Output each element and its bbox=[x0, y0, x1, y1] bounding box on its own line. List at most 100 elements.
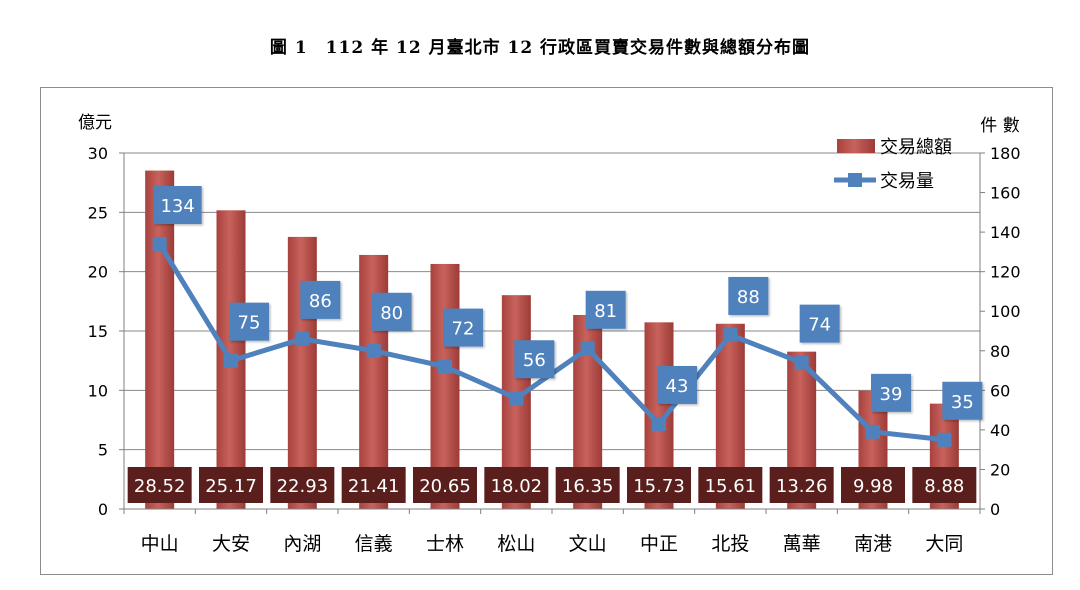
y2-tick-label: 160 bbox=[990, 184, 1021, 203]
x-tick-label: 南港 bbox=[854, 533, 892, 555]
bar-value-label: 9.98 bbox=[841, 467, 905, 503]
line-marker-南港 bbox=[866, 424, 880, 439]
svg-text:80: 80 bbox=[380, 303, 403, 324]
bar-value-label: 22.93 bbox=[270, 467, 335, 503]
line-marker-大安 bbox=[224, 353, 238, 368]
line-value-label: 81 bbox=[585, 290, 626, 329]
x-tick-label: 大同 bbox=[925, 533, 963, 555]
line-marker-中正 bbox=[652, 416, 666, 431]
bar-value-label: 15.61 bbox=[698, 467, 763, 503]
x-tick-label: 中山 bbox=[141, 533, 179, 555]
y2-axis-title: 件 數 bbox=[980, 116, 1019, 136]
svg-text:22.93: 22.93 bbox=[277, 476, 329, 497]
chart-frame bbox=[40, 87, 1053, 575]
svg-text:74: 74 bbox=[808, 315, 831, 336]
y-tick-label: 5 bbox=[98, 441, 108, 460]
svg-text:28.52: 28.52 bbox=[134, 476, 186, 497]
legend-item-交易總額: 交易總額 bbox=[837, 137, 952, 158]
svg-text:8.88: 8.88 bbox=[924, 476, 964, 497]
y2-tick-label: 80 bbox=[990, 342, 1010, 361]
y-tick-label: 20 bbox=[88, 263, 108, 282]
svg-text:39: 39 bbox=[880, 384, 903, 405]
bar-value-label: 18.02 bbox=[484, 467, 549, 503]
line-value-label: 75 bbox=[229, 302, 269, 341]
y-tick-label: 15 bbox=[88, 322, 108, 341]
gridlines bbox=[124, 152, 980, 451]
bar-value-label: 16.35 bbox=[555, 467, 620, 503]
line-value-label: 39 bbox=[871, 373, 911, 412]
x-tick-label: 松山 bbox=[497, 533, 535, 555]
y2-tick-label: 140 bbox=[990, 223, 1021, 242]
bar-中山 bbox=[145, 170, 175, 509]
svg-text:18.02: 18.02 bbox=[491, 476, 543, 497]
svg-text:43: 43 bbox=[666, 376, 689, 397]
y2-tick-label: 100 bbox=[990, 302, 1021, 321]
line-marker-文山 bbox=[580, 341, 595, 356]
svg-text:16.35: 16.35 bbox=[562, 476, 614, 497]
line-marker-萬華 bbox=[794, 355, 809, 370]
y-tick-label: 0 bbox=[98, 500, 108, 519]
y2-tick-label: 180 bbox=[990, 144, 1021, 163]
line-value-label: 56 bbox=[514, 340, 555, 379]
bar-value-label: 25.17 bbox=[199, 467, 263, 503]
line-marker-信義 bbox=[366, 343, 381, 358]
line-marker-松山 bbox=[509, 391, 524, 406]
y2-tick-label: 0 bbox=[990, 500, 1000, 519]
svg-text:15.61: 15.61 bbox=[705, 476, 757, 497]
bar-value-label: 20.65 bbox=[413, 467, 477, 503]
line-value-label: 134 bbox=[153, 185, 202, 224]
line-marker-士林 bbox=[438, 359, 452, 374]
figure-title: 圖 1 112 年 12 月臺北市 12 行政區買賣交易件數與總額分布圖 bbox=[269, 38, 811, 58]
svg-text:86: 86 bbox=[309, 291, 332, 312]
svg-text:88: 88 bbox=[737, 287, 760, 308]
svg-text:75: 75 bbox=[238, 313, 261, 334]
x-tick-label: 文山 bbox=[569, 533, 607, 555]
svg-text:56: 56 bbox=[523, 350, 546, 371]
x-tick-label: 士林 bbox=[426, 533, 464, 555]
y-tick-label: 25 bbox=[88, 203, 108, 222]
line-value-label: 74 bbox=[799, 304, 840, 343]
bar-value-label: 13.26 bbox=[769, 467, 834, 503]
line-series bbox=[152, 236, 952, 447]
x-tick-label: 信義 bbox=[355, 533, 393, 555]
bar-value-label: 8.88 bbox=[912, 467, 977, 503]
svg-text:交易總額: 交易總額 bbox=[880, 137, 952, 158]
line-value-label: 35 bbox=[942, 381, 983, 420]
line-value-label: 86 bbox=[300, 280, 341, 319]
x-tick-label: 內湖 bbox=[283, 533, 321, 555]
bar-value-label: 15.73 bbox=[627, 467, 691, 503]
svg-text:21.41: 21.41 bbox=[348, 476, 400, 497]
svg-text:72: 72 bbox=[452, 319, 475, 340]
y-tick-label: 10 bbox=[88, 381, 108, 400]
axes: 0 5 10 15 20 25 30 0 20 40 60 80 100 120 140 160 180 中山 大安… bbox=[78, 113, 1021, 555]
legend-item-交易量: 交易量 bbox=[834, 171, 934, 192]
y2-tick-label: 60 bbox=[990, 381, 1010, 400]
line-marker-大同 bbox=[937, 432, 952, 447]
y2-tick-label: 120 bbox=[990, 263, 1021, 282]
svg-text:25.17: 25.17 bbox=[205, 476, 257, 497]
line-value-label: 43 bbox=[657, 365, 697, 404]
x-tick-label: 大安 bbox=[212, 533, 250, 555]
line-marker-中山 bbox=[152, 236, 167, 251]
line-marker-內湖 bbox=[295, 331, 310, 346]
svg-text:9.98: 9.98 bbox=[853, 476, 893, 497]
y2-tick-label: 40 bbox=[990, 421, 1010, 440]
bar-value-label: 21.41 bbox=[341, 467, 406, 503]
x-tick-label: 中正 bbox=[640, 533, 678, 555]
svg-text:134: 134 bbox=[160, 196, 194, 217]
y-axis-title: 億元 bbox=[78, 113, 112, 133]
line-value-label: 80 bbox=[371, 292, 412, 331]
svg-text:13.26: 13.26 bbox=[776, 476, 828, 497]
line-value-label: 88 bbox=[728, 276, 769, 315]
svg-text:交易量: 交易量 bbox=[880, 171, 934, 192]
y2-tick-label: 20 bbox=[990, 460, 1010, 479]
svg-text:81: 81 bbox=[594, 301, 617, 322]
x-tick-label: 萬華 bbox=[783, 533, 821, 555]
bar-value-label: 28.52 bbox=[127, 467, 192, 503]
y-tick-label: 30 bbox=[88, 144, 108, 163]
line-marker-北投 bbox=[723, 327, 738, 342]
data-labels: 28.52 25.17 22.93 21.41 20.65 18.02 16.35 15.73… bbox=[127, 185, 983, 503]
svg-text:35: 35 bbox=[951, 392, 974, 413]
